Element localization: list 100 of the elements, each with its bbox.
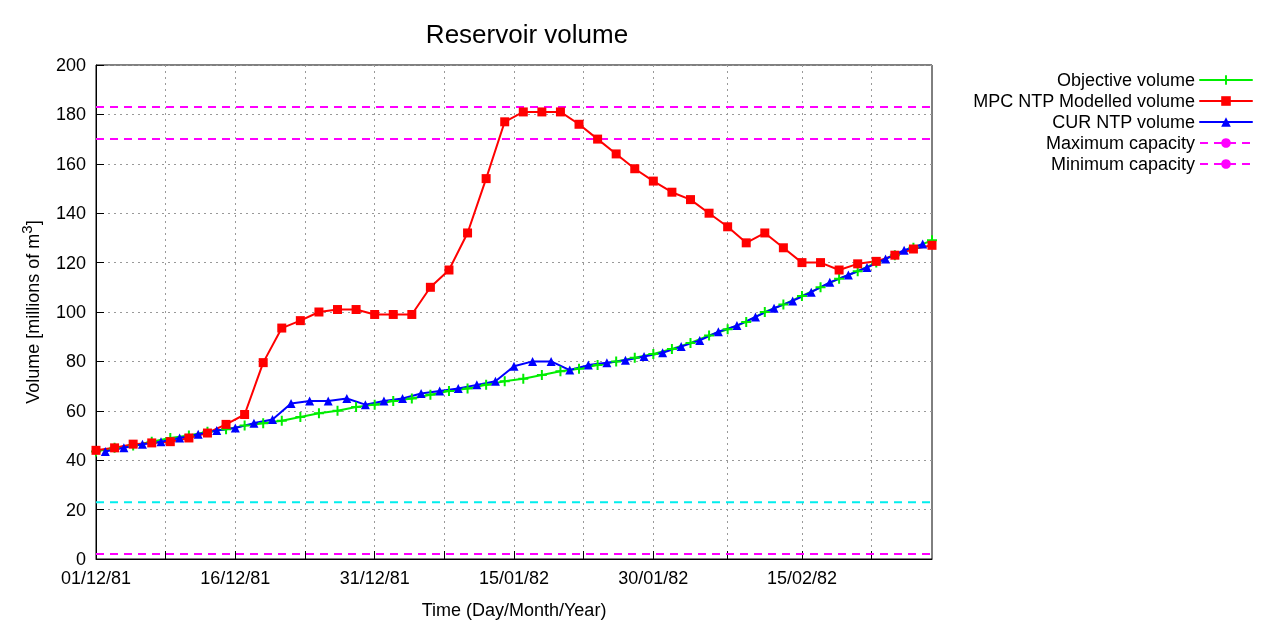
y-tick-label: 40 [65, 450, 86, 471]
point [853, 259, 863, 269]
point [602, 358, 612, 368]
point [332, 405, 343, 416]
point [249, 418, 259, 428]
point [444, 265, 454, 275]
y-tick-label: 140 [55, 203, 86, 224]
point [295, 411, 306, 422]
y-tick-label: 20 [65, 499, 86, 520]
point [796, 290, 807, 301]
point [630, 164, 640, 174]
point [230, 423, 240, 433]
point [370, 309, 380, 319]
x-axis-title: Time (Day/Month/Year) [421, 600, 607, 620]
point [388, 395, 399, 406]
point [481, 174, 491, 184]
y-tick-label: 60 [65, 400, 86, 421]
point [825, 277, 835, 287]
point [416, 389, 426, 399]
point [425, 282, 435, 292]
point [583, 360, 593, 370]
point [629, 352, 640, 363]
point [722, 324, 733, 335]
point [276, 415, 287, 426]
point [314, 307, 324, 317]
point [221, 419, 231, 429]
point [741, 238, 751, 248]
point [407, 309, 417, 319]
point [667, 187, 677, 197]
point [565, 365, 575, 375]
x-tick-label: 01/12/81 [60, 568, 132, 588]
point [509, 361, 519, 371]
point [267, 414, 277, 424]
point [518, 373, 529, 384]
point [425, 389, 436, 400]
point [741, 316, 752, 327]
point [806, 287, 816, 297]
point [277, 323, 287, 333]
point [704, 208, 714, 218]
point [574, 363, 585, 374]
point [435, 386, 445, 396]
point [769, 303, 779, 313]
point [240, 410, 250, 420]
point [592, 360, 603, 371]
point [536, 369, 547, 380]
point [918, 239, 928, 249]
legend-label: Objective volume [1056, 70, 1195, 90]
point [137, 439, 147, 449]
y-tick-label: 180 [55, 104, 86, 125]
point [351, 402, 362, 413]
point [676, 342, 686, 352]
legend-label: Maximum capacity [1045, 133, 1195, 153]
y-tick-label: 100 [55, 302, 86, 322]
x-tick-label: 16/12/81 [200, 568, 271, 588]
y-tick-label: 80 [65, 351, 86, 372]
point [778, 299, 789, 310]
x-tick-label: 30/01/82 [618, 568, 689, 588]
point [156, 437, 166, 447]
point [695, 335, 705, 345]
point [611, 356, 622, 367]
point [778, 243, 788, 253]
legend-label: CUR NTP volume [1052, 112, 1195, 132]
point [481, 379, 492, 390]
point [342, 393, 352, 403]
point [593, 134, 603, 144]
x-tick-label: 15/02/82 [766, 568, 837, 588]
point [499, 376, 510, 387]
y-tick-label: 200 [55, 55, 86, 75]
point [927, 240, 937, 250]
point [239, 420, 250, 431]
point [666, 344, 677, 355]
x-tick-label: 15/01/82 [478, 568, 550, 588]
point [537, 107, 547, 117]
point [546, 356, 556, 366]
point [685, 195, 695, 205]
point [490, 376, 500, 386]
point [379, 396, 389, 406]
point [406, 393, 417, 404]
y-tick-label: 160 [55, 153, 86, 174]
point [258, 418, 269, 429]
point [723, 222, 733, 232]
legend-label: Minimum capacity [1050, 154, 1195, 174]
point [815, 282, 826, 293]
point [528, 356, 538, 366]
point [862, 263, 872, 273]
point [500, 117, 510, 127]
y-tick-label: 120 [55, 252, 86, 273]
point [555, 366, 566, 377]
point [462, 383, 473, 394]
point [620, 355, 630, 365]
point [648, 348, 659, 359]
point [443, 386, 454, 397]
point [369, 399, 380, 410]
point [313, 408, 324, 419]
x-tick-label: 31/12/81 [339, 568, 410, 588]
point [797, 258, 807, 268]
point [658, 348, 668, 358]
point [704, 330, 715, 341]
point [351, 305, 361, 315]
point [555, 107, 565, 117]
